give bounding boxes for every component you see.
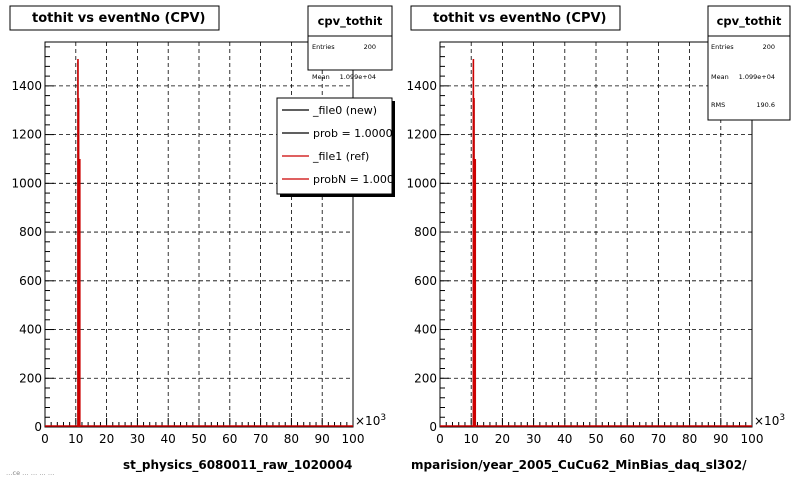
y-tick-label: 200 (414, 371, 437, 385)
legend-label: prob = 1.000000 (313, 127, 407, 140)
legend-entries: _file0 (new) prob = 1.000000 _file1 (ref) p… (282, 104, 415, 186)
x-tick-label: 10 (464, 432, 479, 446)
stats-entries-label: Entries (312, 43, 335, 51)
stats-rms-label: RMS (711, 101, 725, 109)
x-tick-label: 30 (130, 432, 145, 446)
y-tick-label: 1200 (11, 128, 42, 142)
title-box (9, 5, 220, 31)
x-tick-label: 0 (41, 432, 49, 446)
y-tick-label: 1400 (11, 79, 42, 93)
stats-mean-label: Mean (312, 73, 330, 81)
y-tick-label: 0 (429, 420, 437, 434)
stats-mean-value: 1.099e+04 (340, 73, 376, 81)
x-tick-label: 100 (741, 432, 764, 446)
stats-mean-label: Mean (711, 73, 729, 81)
stats-name: cpv_tothit (318, 14, 383, 29)
x-tick-label: 90 (713, 432, 728, 446)
x-tick-label: 20 (99, 432, 114, 446)
x-tick-label: 40 (557, 432, 572, 446)
x-tick-label: 100 (342, 432, 365, 446)
stats-box (307, 5, 393, 71)
title-box (410, 5, 621, 31)
legend-label: _file0 (new) (312, 104, 377, 117)
series-ref (77, 59, 81, 427)
y-tick-label: 400 (19, 323, 42, 337)
x-tick-label: 70 (253, 432, 268, 446)
footer-text: …ce … … … … (6, 469, 54, 477)
grid-lines (45, 42, 353, 427)
y-tick-label: 1000 (406, 176, 437, 190)
stats-name: cpv_tothit (717, 14, 782, 29)
x-tick-label: 50 (588, 432, 603, 446)
x-axis-exponent-power: 3 (779, 413, 785, 423)
x-axis-label: st_physics_6080011_raw_1020004 (123, 458, 352, 473)
x-axis-exponent: ×103 (754, 413, 785, 428)
y-tick-label: 200 (19, 371, 42, 385)
x-axis-exponent-power: 3 (380, 413, 386, 423)
stats-entries-value: 200 (763, 43, 775, 51)
x-tick-label: 80 (682, 432, 697, 446)
legend-box (276, 97, 393, 195)
y-tick-label: 800 (414, 225, 437, 239)
y-tick-label: 600 (19, 274, 42, 288)
y-tick-label: 400 (414, 323, 437, 337)
y-tick-label: 1000 (11, 176, 42, 190)
chart-title: tothit vs eventNo (CPV) (32, 11, 205, 26)
y-tick-label: 0 (34, 420, 42, 434)
stats-entries-label: Entries (711, 43, 734, 51)
histogram-panel-2: 0 10 20 30 40 50 60 70 80 90 100020040060080010001… (406, 5, 791, 473)
x-tick-label: 0 (436, 432, 444, 446)
histogram-panel-1: 0 10 20 30 40 50 60 70 80 90 100020040060080010001… (9, 5, 415, 473)
series-ref (472, 59, 477, 427)
x-tick-label: 40 (161, 432, 176, 446)
x-tick-label: 20 (495, 432, 510, 446)
stats-box (707, 5, 791, 121)
stats-entries-value: 200 (364, 43, 376, 51)
x-tick-label: 70 (651, 432, 666, 446)
stats-mean-value: 1.099e+04 (739, 73, 775, 81)
x-tick-label: 90 (315, 432, 330, 446)
y-tick-label: 800 (19, 225, 42, 239)
x-axis-exponent: ×103 (355, 413, 386, 428)
chart-title: tothit vs eventNo (CPV) (433, 11, 606, 26)
legend-label: probN = 1.000000 (313, 173, 415, 186)
y-tick-label: 1200 (406, 128, 437, 142)
x-axis-label: mparision/year_2005_CuCu62_MinBias_daq_s… (411, 458, 747, 473)
y-tick-label: 600 (414, 274, 437, 288)
axis-ticks (439, 46, 753, 428)
legend-label: _file1 (ref) (312, 150, 369, 163)
x-tick-label: 80 (284, 432, 299, 446)
stats-rms-value: 190.6 (756, 101, 775, 109)
x-tick-label: 10 (68, 432, 83, 446)
x-tick-label: 30 (526, 432, 541, 446)
y-tick-label: 1400 (406, 79, 437, 93)
x-tick-label: 50 (191, 432, 206, 446)
x-tick-label: 60 (620, 432, 635, 446)
x-tick-label: 60 (222, 432, 237, 446)
